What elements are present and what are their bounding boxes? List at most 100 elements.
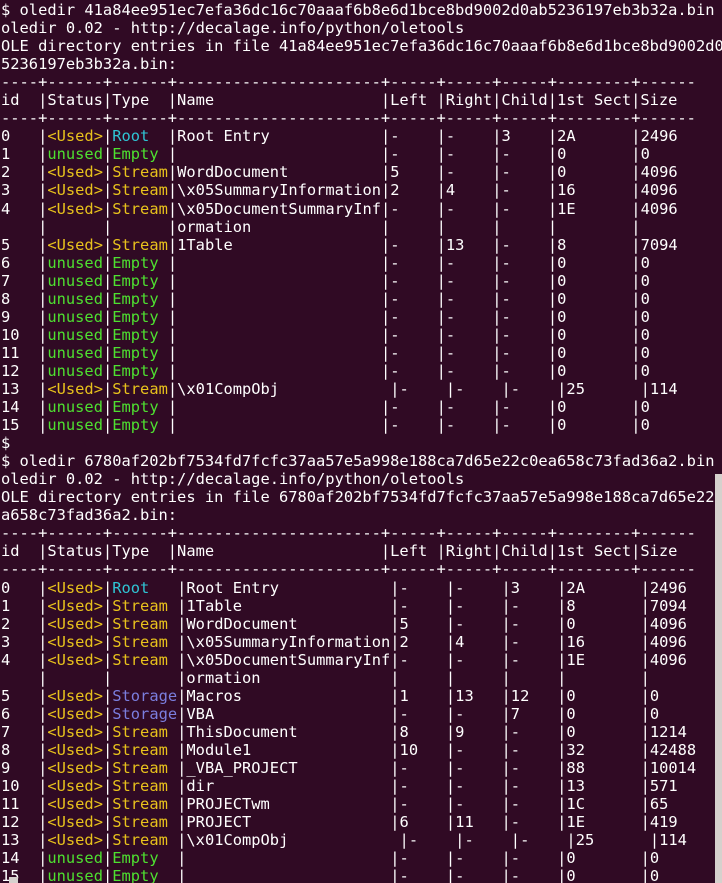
cell-type: Empty bbox=[112, 253, 168, 272]
version-text: oledir 0.02 - http://decalage.info/pytho… bbox=[1, 19, 465, 38]
cell-child: - bbox=[501, 253, 548, 272]
cell-first-sect: 0 bbox=[557, 145, 632, 164]
cell-divider: | bbox=[501, 650, 511, 669]
cell-divider: | bbox=[38, 163, 48, 182]
cell-divider: | bbox=[390, 614, 400, 633]
cell-type: Empty bbox=[112, 271, 168, 290]
cell-child: - bbox=[510, 379, 558, 398]
cell-divider: | bbox=[547, 307, 558, 326]
cell-name bbox=[177, 254, 381, 272]
cell-divider: | bbox=[547, 199, 558, 218]
cell-left: - bbox=[399, 758, 446, 777]
cell-left: - bbox=[399, 379, 446, 398]
table-row: 4 |<Used>|Stream|\x05DocumentSummaryInf|… bbox=[1, 200, 722, 218]
cell-type: Stream bbox=[112, 632, 178, 651]
cell-divider: | bbox=[557, 578, 567, 597]
cell-divider: | bbox=[557, 795, 567, 814]
cell-size: 4096 bbox=[640, 199, 678, 218]
cell-name bbox=[177, 308, 381, 326]
cell-child: - bbox=[510, 867, 558, 883]
prompt-line[interactable]: $ bbox=[1, 434, 722, 452]
cell-status: <Used> bbox=[47, 163, 103, 182]
cell-divider: | bbox=[167, 145, 178, 164]
cell-status: unused bbox=[47, 307, 103, 326]
cell-right: 13 bbox=[455, 686, 502, 705]
cell-divider: | bbox=[492, 416, 502, 435]
cell-divider: | bbox=[102, 867, 113, 883]
cell-right: - bbox=[455, 740, 502, 759]
cell-divider: | bbox=[640, 758, 650, 777]
cell-child: 7 bbox=[510, 704, 558, 723]
cell-divider: | bbox=[501, 867, 511, 883]
cell-right bbox=[446, 218, 492, 236]
cell-divider: | bbox=[38, 596, 48, 615]
cell-divider: | bbox=[177, 578, 187, 597]
intro-text-wrap: 5236197eb3b32a.bin: bbox=[1, 55, 178, 74]
cell-divider: | bbox=[102, 632, 113, 651]
cell-left: - bbox=[390, 199, 437, 218]
cell-divider: | bbox=[102, 849, 113, 868]
cell-divider: | bbox=[492, 361, 502, 380]
command-line[interactable]: $ oledir 41a84ee951ec7efa36dc16c70aaaf6b… bbox=[1, 1, 722, 19]
cell-size: 0 bbox=[640, 398, 650, 417]
table-row: 13 |<Used>|Stream|\x01CompObj |- |- |- |… bbox=[1, 380, 722, 398]
cell-divider: | bbox=[102, 253, 113, 272]
cell-type: Stream bbox=[112, 199, 168, 218]
cell-divider: | bbox=[445, 813, 456, 832]
cell-divider: | bbox=[631, 343, 641, 362]
cell-first-sect bbox=[566, 669, 640, 687]
cell-first-sect: 1E bbox=[566, 813, 641, 832]
cell-left: 6 bbox=[399, 813, 446, 832]
cell-divider: | bbox=[167, 271, 178, 290]
cell-child: - bbox=[501, 398, 548, 417]
cell-right: - bbox=[455, 795, 502, 814]
cell-id: 8 bbox=[1, 289, 39, 308]
cell-divider: | bbox=[38, 614, 48, 633]
cell-type: Empty bbox=[112, 361, 168, 380]
cell-child: - bbox=[510, 632, 558, 651]
separator-text: ----+------+------+---------------------… bbox=[1, 109, 696, 128]
cell-name: \x05DocumentSummaryInf bbox=[186, 650, 391, 669]
cell-divider: | bbox=[102, 416, 113, 435]
cell-type: Empty bbox=[112, 289, 168, 308]
cell-divider: | bbox=[501, 740, 511, 759]
cell-divider: | bbox=[557, 614, 567, 633]
cell-left: - bbox=[399, 849, 446, 868]
cell-divider: | bbox=[445, 777, 456, 796]
cell-name bbox=[177, 272, 381, 290]
cell-divider: | bbox=[390, 379, 400, 398]
cell-divider: | bbox=[631, 145, 641, 164]
intro-text: OLE directory entries in file 41a84ee951… bbox=[1, 37, 722, 56]
command-line[interactable]: $ oledir 6780af202bf7534fd7fcfc37aa57e5a… bbox=[1, 452, 722, 470]
cell-divider: | bbox=[445, 867, 456, 883]
cell-left: - bbox=[390, 361, 437, 380]
cell-first-sect: 8 bbox=[557, 235, 632, 254]
header-text: id |Status|Type |Name |Left |Right|Child… bbox=[1, 542, 678, 561]
cell-divider: | bbox=[557, 722, 567, 741]
terminal-scrollbar[interactable] bbox=[715, 474, 722, 883]
cell-divider: | bbox=[390, 777, 400, 796]
cell-status: unused bbox=[47, 325, 103, 344]
cell-id: 1 bbox=[1, 596, 39, 615]
cell-divider: | bbox=[631, 217, 641, 236]
cell-divider: | bbox=[381, 145, 391, 164]
cell-divider: | bbox=[445, 632, 456, 651]
cell-size: 7094 bbox=[649, 596, 687, 615]
header-text: id |Status|Type |Name |Left |Right|Child… bbox=[1, 91, 678, 110]
cell-divider: | bbox=[38, 271, 48, 290]
cell-divider: | bbox=[38, 145, 48, 164]
cell-divider: | bbox=[390, 795, 400, 814]
cell-divider: | bbox=[38, 867, 48, 883]
cell-divider: | bbox=[436, 307, 446, 326]
cell-child: - bbox=[520, 831, 567, 850]
cell-left: - bbox=[390, 253, 437, 272]
cell-id: 0 bbox=[1, 127, 39, 146]
cell-type: Storage bbox=[112, 686, 178, 705]
cell-child: - bbox=[501, 235, 548, 254]
cell-divider: | bbox=[640, 777, 650, 796]
cell-status: unused bbox=[47, 867, 103, 883]
cell-divider: | bbox=[640, 650, 650, 669]
cell-child: - bbox=[501, 181, 548, 200]
